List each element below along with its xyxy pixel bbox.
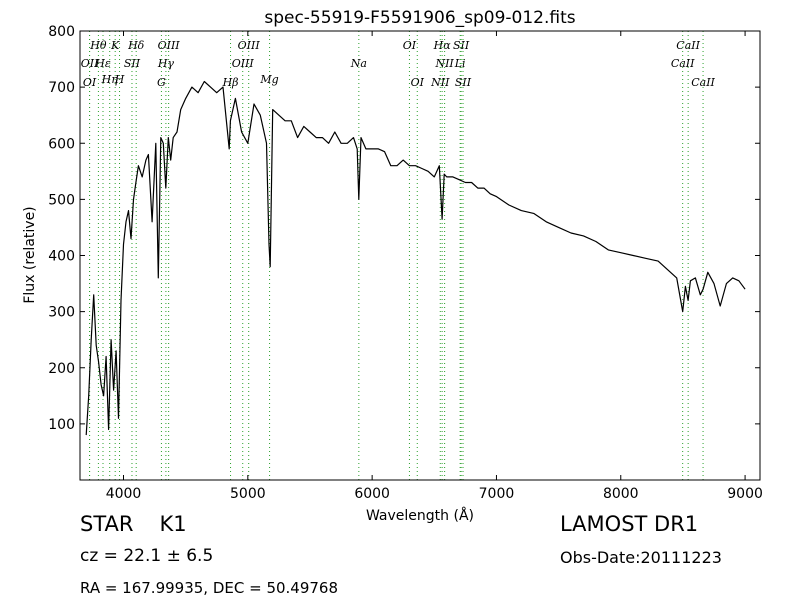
line-marker-label: H (114, 73, 125, 86)
line-marker-label: SII (124, 57, 141, 70)
y-tick-label: 400 (48, 249, 75, 265)
object-class: STAR K1 (80, 512, 187, 536)
line-marker-label: Hδ (127, 39, 145, 52)
line-marker-label: Na (350, 57, 367, 70)
y-tick-label: 500 (48, 192, 75, 208)
x-tick-label: 7000 (479, 486, 515, 502)
line-marker-label: Hα (433, 39, 452, 52)
line-marker-label: CaII (671, 57, 695, 70)
line-marker-label: CaII (676, 39, 700, 52)
line-marker-label: OI (411, 76, 425, 89)
x-tick-label: 6000 (354, 486, 390, 502)
line-marker-label: NII (430, 76, 450, 89)
line-marker-label: Hη (101, 73, 119, 86)
x-tick-label: 4000 (106, 486, 142, 502)
line-marker-label: NII (434, 57, 454, 70)
x-tick-label: 5000 (230, 486, 266, 502)
plot-area (79, 30, 761, 481)
line-marker-label: Hε (94, 57, 111, 70)
object-subclass: K1 (159, 512, 187, 536)
x-axis: 4000 5000 6000 7000 8000 9000 (106, 31, 763, 502)
line-marker-label: SII (455, 76, 472, 89)
line-marker-label: CaII (691, 76, 715, 89)
x-tick-label: 9000 (727, 486, 763, 502)
object-class-value: STAR (80, 512, 134, 536)
y-axis: 100 200 300 400 500 600 700 800 (48, 24, 760, 433)
line-marker-label: Hγ (157, 57, 175, 70)
y-tick-label: 300 (48, 305, 75, 321)
line-marker-label: SII (453, 39, 470, 52)
line-marker-label: OI (83, 76, 97, 89)
y-axis-label: Flux (relative) (22, 206, 38, 303)
y-tick-label: 100 (48, 417, 75, 433)
line-marker-label: Mg (259, 73, 278, 86)
redshift-value: cz = 22.1 ± 6.5 (80, 546, 214, 566)
line-marker-label: Hβ (222, 76, 239, 89)
chart-title: spec-55919-F5591906_sp09-012.fits (264, 8, 575, 28)
line-marker-label: OI (403, 39, 417, 52)
y-tick-label: 200 (48, 361, 75, 377)
line-marker-label: Li (454, 57, 466, 70)
y-tick-label: 600 (48, 136, 75, 152)
line-marker-label: OIII (158, 39, 181, 52)
line-marker-label: K (110, 39, 120, 52)
observation-date: Obs-Date:20111223 (560, 548, 722, 567)
spectrum-line (85, 80, 746, 436)
survey-name: LAMOST DR1 (560, 512, 699, 536)
x-tick-label: 8000 (603, 486, 639, 502)
ra-dec-coordinates: RA = 167.99935, DEC = 50.49768 (80, 579, 339, 597)
line-marker-label: G (157, 76, 166, 89)
y-tick-label: 800 (48, 24, 75, 40)
line-marker-label: Hθ (89, 39, 107, 52)
line-marker-label: OIII (232, 57, 255, 70)
x-axis-label: Wavelength (Å) (366, 507, 474, 524)
line-marker-label: OIII (238, 39, 261, 52)
y-tick-label: 700 (48, 80, 75, 96)
